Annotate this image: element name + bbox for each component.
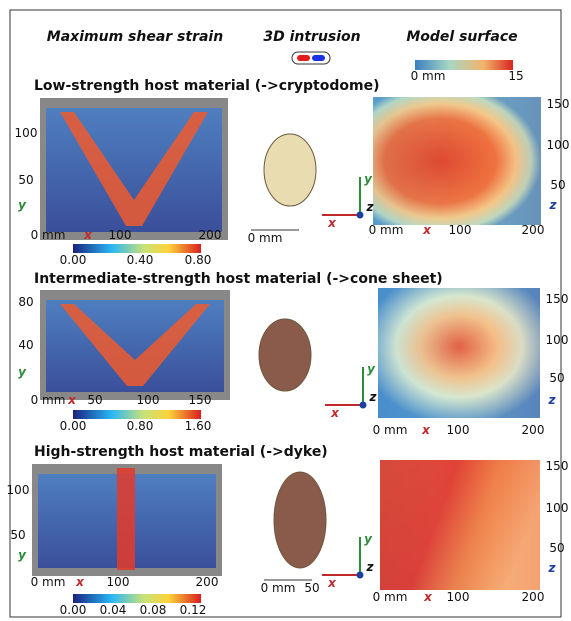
y-tick-label: 100 [6, 483, 30, 497]
column-header: Model surface [406, 29, 518, 45]
axis-label: y [367, 362, 375, 376]
colorbar-tick-label: 15 [508, 69, 524, 83]
colorbar-tick-label: 0.80 [184, 253, 212, 267]
axis-origin [356, 211, 364, 219]
colorbar-tick-label: 0.08 [139, 603, 167, 617]
x-tick-label: 200 [198, 228, 222, 242]
y-tick-label: 100 [546, 138, 570, 152]
axis-label: y [364, 532, 372, 546]
y-tick-label: 50 [550, 178, 566, 192]
strain-band [117, 468, 135, 570]
scale-label: 0 mm [247, 231, 283, 245]
colorbar [73, 244, 201, 253]
x-tick-label: 50 [87, 393, 103, 407]
row-title: Low-strength host material (->cryptodome… [34, 78, 380, 94]
x-tick-label: 200 [521, 223, 545, 237]
axis-label: x [84, 228, 92, 242]
axis-label: x [422, 423, 430, 437]
y-tick-label: 50 [18, 173, 34, 187]
y-tick-label: 80 [18, 295, 34, 309]
axis-label: z [548, 393, 556, 407]
colorbar [73, 410, 201, 419]
y-tick-label: 50 [549, 541, 565, 555]
y-tick-label: 150 [545, 459, 569, 473]
row-title: High-strength host material (->dyke) [34, 444, 328, 460]
x-tick-label: 100 [136, 393, 160, 407]
intrusion-shape [273, 471, 327, 569]
axis-label: y [18, 365, 26, 379]
colorbar-tick-label: 0.00 [59, 419, 87, 433]
colorbar [73, 594, 201, 603]
axis-label: z [366, 200, 374, 214]
axis-label: y [364, 172, 372, 186]
strain-band [60, 112, 208, 226]
axis-label: y [18, 548, 26, 562]
strain-band [60, 304, 210, 386]
axis-label: z [369, 390, 377, 404]
axis-label: z [366, 560, 374, 574]
column-header: Maximum shear strain [46, 29, 224, 45]
axis-label: x [331, 406, 339, 420]
y-tick-label: 50 [10, 528, 26, 542]
y-tick-label: 150 [546, 97, 570, 111]
x-tick-label: 0 mm [372, 423, 408, 437]
y-tick-label: 150 [545, 292, 569, 306]
axis-label: y [18, 198, 26, 212]
axis-label: x [76, 575, 84, 589]
colorbar-tick-label: 0 mm [410, 69, 446, 83]
x-tick-label: 100 [448, 223, 472, 237]
intrusion-shape [258, 318, 312, 392]
colorbar-tick-label: 0.04 [99, 603, 127, 617]
axis-label: x [68, 393, 76, 407]
colorbar-tick-label: 0.80 [126, 419, 154, 433]
x-tick-label: 100 [106, 575, 130, 589]
column-header: 3D intrusion [263, 29, 361, 45]
axis-origin [356, 571, 364, 579]
intrusion-shape [263, 133, 317, 207]
axis-label: z [548, 561, 556, 575]
y-tick-label: 100 [545, 501, 569, 515]
y-tick-label: 100 [545, 333, 569, 347]
x-tick-label: 0 mm [30, 393, 66, 407]
x-tick-label: 200 [195, 575, 219, 589]
colorbar-tick-label: 0.12 [179, 603, 207, 617]
surface-overlay [373, 97, 541, 225]
x-tick-label: 0 mm [372, 590, 408, 604]
surface-overlay [380, 460, 540, 590]
colorbar-tick-label: 1.60 [184, 419, 212, 433]
x-tick-label: 0 mm [30, 228, 66, 242]
y-tick-label: 100 [14, 126, 38, 140]
x-tick-label: 200 [521, 590, 545, 604]
x-tick-label: 0 mm [368, 223, 404, 237]
colorbar-tick-label: 0.00 [59, 253, 87, 267]
axis-label: x [328, 576, 336, 590]
axis-origin [359, 401, 367, 409]
colorbar-tick-label: 0.40 [126, 253, 154, 267]
x-tick-label: 100 [446, 590, 470, 604]
axis-label: x [328, 216, 336, 230]
axis-label: x [423, 223, 431, 237]
y-tick-label: 50 [549, 371, 565, 385]
axis-label: x [424, 590, 432, 604]
surface-overlay [378, 288, 540, 418]
x-tick-label: 100 [446, 423, 470, 437]
x-tick-label: 200 [521, 423, 545, 437]
scale-label: 50 [304, 581, 320, 595]
x-tick-label: 150 [188, 393, 212, 407]
x-tick-label: 100 [108, 228, 132, 242]
colorbar-tick-label: 0.00 [59, 603, 87, 617]
row-title: Intermediate-strength host material (->c… [34, 271, 443, 287]
axis-label: z [549, 198, 557, 212]
scale-label: 0 mm [260, 581, 296, 595]
x-tick-label: 0 mm [30, 575, 66, 589]
y-tick-label: 40 [18, 338, 34, 352]
